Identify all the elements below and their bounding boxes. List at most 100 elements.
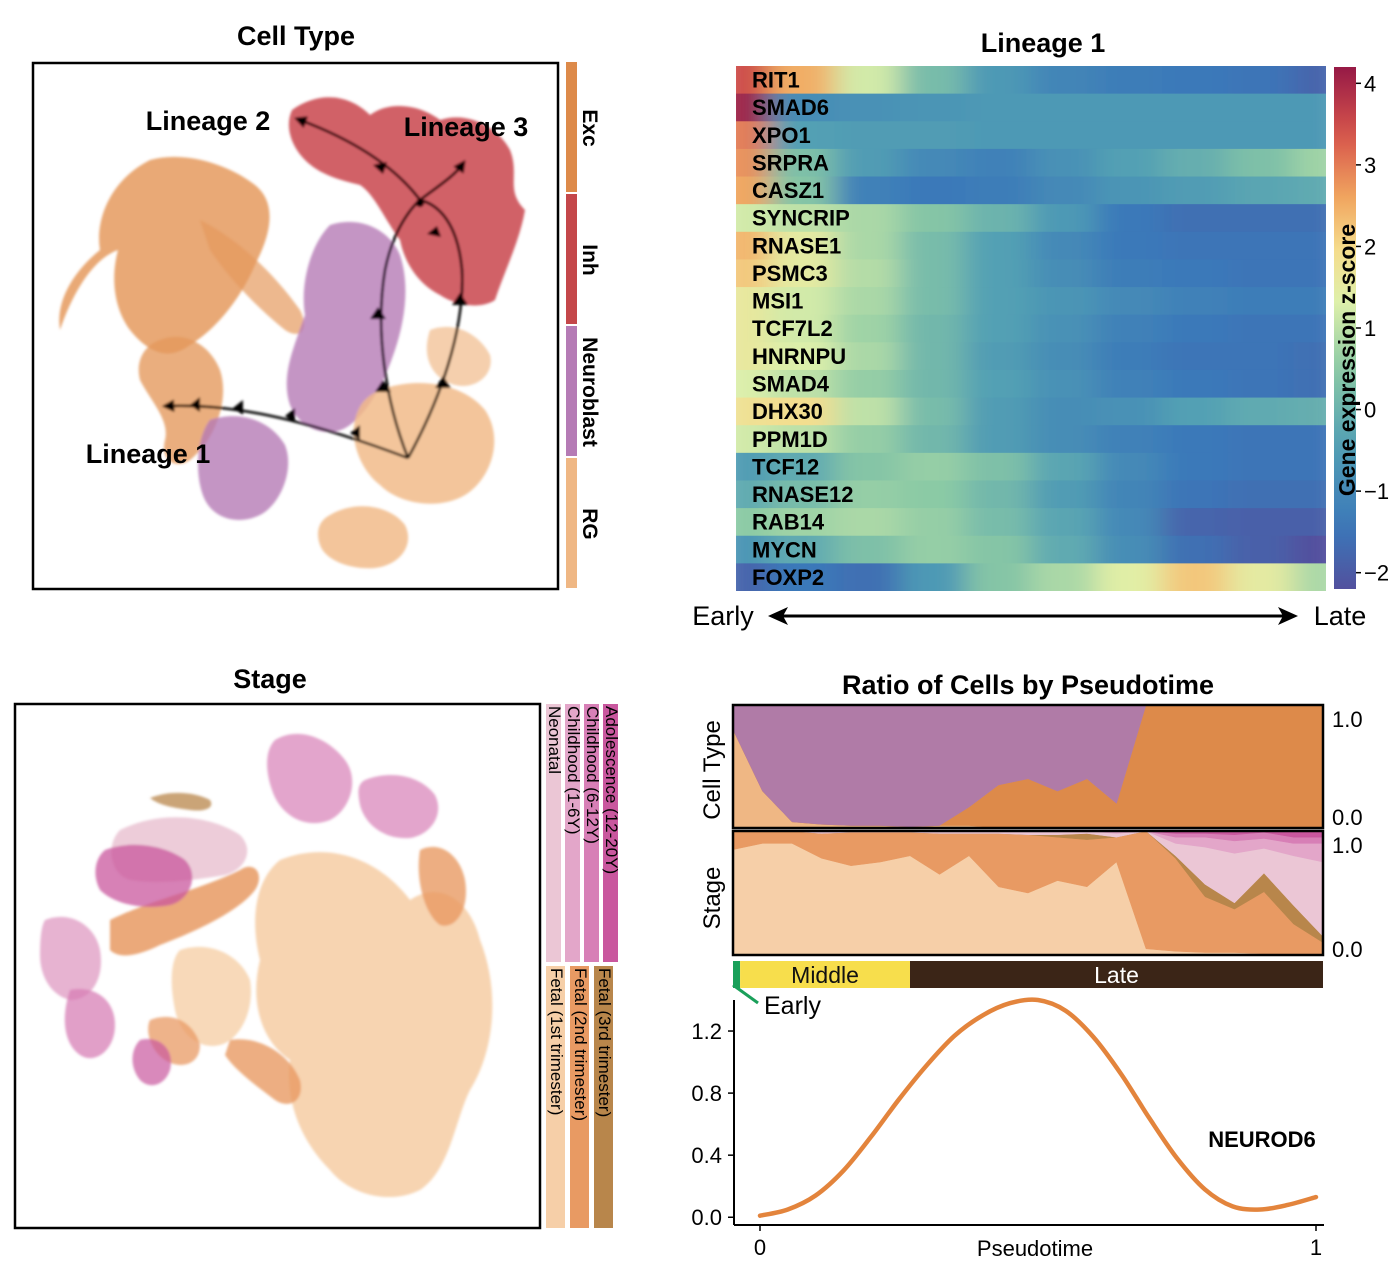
ytick-stage-top: 1.0	[1332, 833, 1363, 858]
heatmap-cell	[965, 314, 1032, 343]
heatmap-cell	[965, 480, 1032, 509]
heatmap-cell	[1227, 535, 1295, 564]
heatmap-cell	[1096, 397, 1164, 426]
heatmap-cell	[834, 397, 901, 426]
cluster-top-right-pink	[358, 775, 439, 839]
gene-label: HNRNPU	[752, 344, 846, 369]
heatmap-cell	[899, 287, 967, 316]
heatmap-cell	[768, 231, 836, 260]
heatmap-cell	[899, 563, 967, 591]
lineage-2-label: Lineage 2	[146, 106, 271, 136]
cluster-childhood	[95, 844, 193, 907]
stage-legend-label: Childhood (1-6Y)	[564, 706, 583, 835]
heatmap-cell	[965, 425, 1032, 454]
heatmap-cell	[1227, 121, 1295, 150]
heatmap-cell	[736, 314, 770, 343]
gene-label: RNASE12	[752, 482, 853, 507]
heatmap-cell	[736, 342, 770, 371]
heatmap-cell	[1031, 231, 1098, 260]
heatmap-cell	[1293, 397, 1326, 426]
heatmap-cell	[965, 231, 1032, 260]
heatmap-cell	[1096, 342, 1164, 371]
heatmap-cell	[1162, 204, 1229, 233]
heatmap-cell	[1227, 508, 1295, 537]
stage-bar-label: Late	[1094, 962, 1139, 988]
line-neurod6	[757, 997, 1319, 1218]
heatmap-cell	[899, 176, 967, 205]
heatmap-cell	[1162, 563, 1229, 591]
heatmap-cell	[1227, 148, 1295, 178]
heatmap-cell	[834, 563, 901, 591]
branch-point	[416, 199, 424, 207]
gene-label: SMAD4	[752, 372, 830, 397]
stage-bar-middle	[740, 961, 910, 988]
heatmap-cell	[1162, 452, 1229, 481]
heatmap-cell	[1096, 231, 1164, 260]
ytick-celltype-top: 1.0	[1332, 707, 1363, 732]
cluster-neuroblast-lower	[198, 416, 289, 520]
cluster-rg-mid	[426, 326, 491, 386]
stage-legend-swatch	[594, 966, 613, 1228]
heatmap-cell	[736, 563, 770, 591]
heatmap-cell	[1162, 66, 1229, 95]
ratio-title: Ratio of Cells by Pseudotime	[842, 670, 1214, 700]
heatmap-cell	[736, 369, 770, 399]
gene-label: MYCN	[752, 537, 817, 562]
heatmap-cell	[768, 563, 836, 591]
early-pointer-line	[732, 983, 759, 1005]
heatmap-cell	[736, 287, 770, 316]
heatmap-cell	[768, 535, 836, 564]
heatmap-cell	[1227, 204, 1295, 233]
heatmap-colorbar: 4 3 2 1 0 −1 −2 Gene expression z-score	[1334, 67, 1389, 589]
stage-bar-early-label: Early	[764, 992, 821, 1020]
stage-bar-early	[733, 961, 741, 988]
heatmap-cell	[768, 204, 836, 233]
heatmap-cell	[1227, 425, 1295, 454]
arrow-head	[375, 380, 391, 392]
heatmap-cell	[834, 176, 901, 205]
gene-label: CASZ1	[752, 178, 824, 203]
heatmap-cell	[1293, 314, 1326, 343]
heatmap-cell	[1096, 93, 1164, 122]
heatmap-cell	[768, 480, 836, 509]
heatmap-cell	[965, 287, 1032, 316]
heatmap-cell	[965, 397, 1032, 426]
heatmap-cell	[899, 314, 967, 343]
heatmap-cell	[965, 66, 1032, 95]
heatmap-cell	[899, 231, 967, 260]
colorbar-tick-label: −1	[1364, 479, 1389, 504]
heatmap-cell	[1293, 369, 1326, 399]
late-label: Late	[1314, 601, 1367, 631]
heatmap-cell	[834, 342, 901, 371]
arrow-head	[350, 425, 360, 440]
cell-type-panel: Cell Type	[31, 21, 601, 591]
heatmap-cell	[736, 480, 770, 509]
heatmap-cell	[1227, 452, 1295, 481]
heatmap-cell	[1293, 148, 1326, 178]
ratio-area-panels	[731, 703, 1325, 957]
stage-legend-swatch	[546, 704, 561, 962]
direction-right-arrow	[1278, 607, 1298, 625]
lineage-3-path	[406, 159, 466, 459]
heatmap-cell	[1031, 287, 1098, 316]
cluster-exc-tail	[200, 220, 305, 334]
legend-label-exc: Exc	[578, 109, 601, 147]
heatmap-cell	[768, 425, 836, 454]
arrow-head	[233, 400, 243, 415]
heatmap-cell	[1293, 287, 1326, 316]
heatmap-cell	[965, 563, 1032, 591]
heatmap-cell	[899, 93, 967, 122]
heatmap-cell	[768, 121, 836, 150]
heatmap-cell	[1096, 176, 1164, 205]
heatmap-cell	[1293, 342, 1326, 371]
heatmap-cell	[1031, 259, 1098, 288]
heatmap-cell	[1227, 231, 1295, 260]
cluster-inh	[288, 97, 525, 306]
arrow-head	[373, 162, 387, 174]
heatmap-cell	[965, 176, 1032, 205]
heatmap-cell	[1031, 121, 1098, 150]
stage-scatter	[40, 733, 493, 1198]
y-tick-label: 0.0	[691, 1205, 722, 1230]
heatmap-cell	[1162, 480, 1229, 509]
heatmap-cell	[1031, 369, 1098, 399]
